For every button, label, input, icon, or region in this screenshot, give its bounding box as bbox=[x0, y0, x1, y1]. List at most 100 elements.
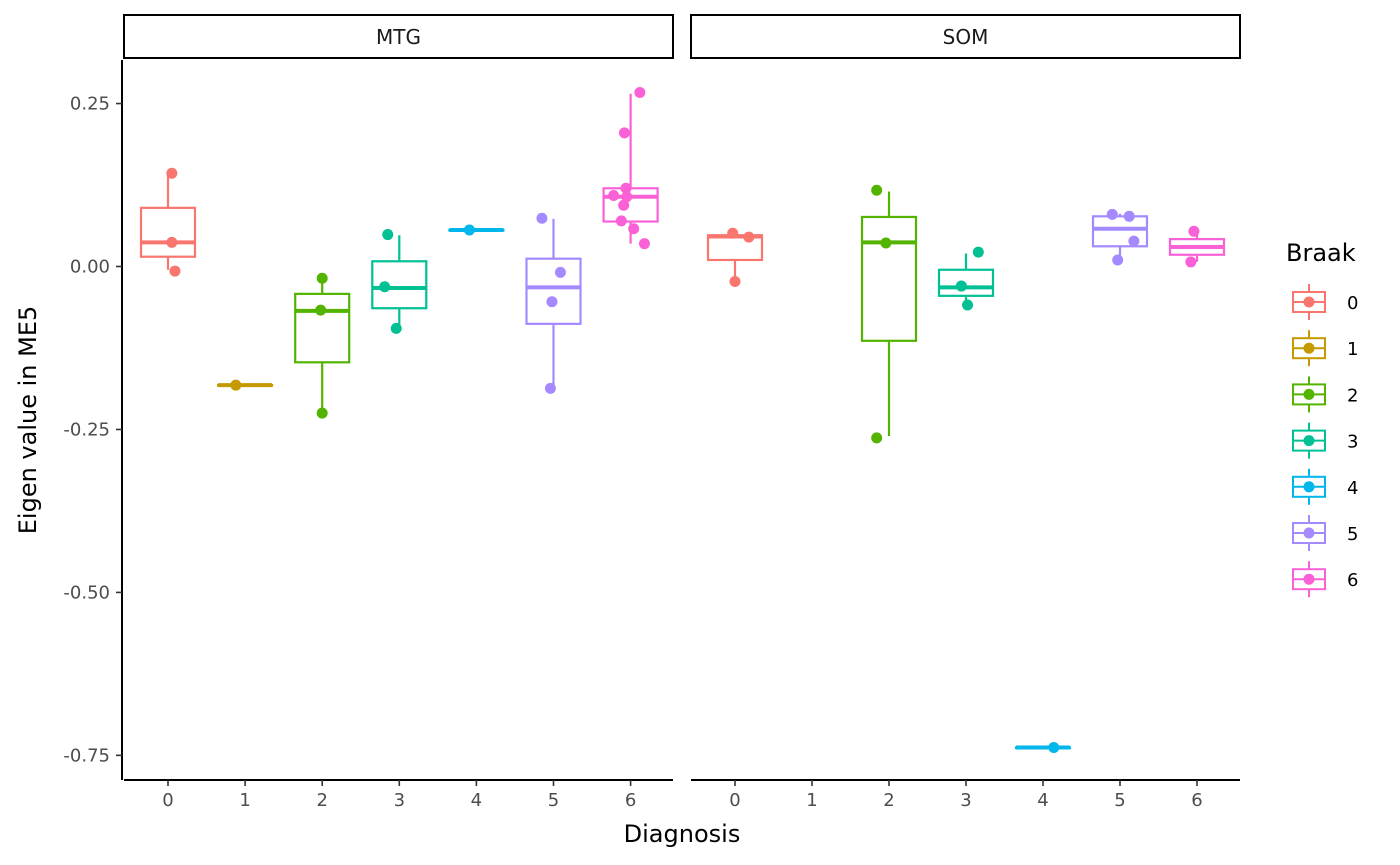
x-tick-label: 1 bbox=[239, 790, 250, 811]
x-tick-label: 0 bbox=[729, 790, 740, 811]
legend-entry-0: 0 bbox=[1292, 284, 1358, 320]
box-som-4 bbox=[1014, 745, 1072, 750]
data-point-som-0 bbox=[743, 231, 755, 243]
legend: 0 1 2 3 4 5 6 bbox=[1292, 284, 1358, 598]
legend-entry-6: 6 bbox=[1292, 561, 1358, 598]
data-point-som-3 bbox=[962, 299, 974, 311]
legend-label: 4 bbox=[1347, 478, 1358, 499]
data-point-mtg-2 bbox=[316, 407, 328, 419]
panel-mtg bbox=[139, 86, 659, 419]
box-mtg-0 bbox=[139, 175, 197, 270]
legend-entry-1: 1 bbox=[1292, 330, 1358, 367]
data-point-som-6 bbox=[1188, 225, 1200, 237]
data-point-som-2 bbox=[871, 432, 883, 444]
box-body bbox=[937, 268, 995, 297]
x-tick-label: 1 bbox=[806, 790, 817, 811]
data-point-mtg-5 bbox=[544, 382, 556, 394]
x-axis-title: Diagnosis bbox=[624, 820, 741, 848]
legend-label: 5 bbox=[1347, 524, 1358, 545]
legend-entry-5: 5 bbox=[1292, 515, 1358, 551]
x-tick-label: 2 bbox=[316, 790, 327, 811]
x-tick-label: 6 bbox=[1191, 790, 1202, 811]
data-point-mtg-5 bbox=[546, 296, 558, 308]
legend-label: 6 bbox=[1347, 570, 1358, 591]
axis-layer: 0 1 2 3 4 5 6 0 1 2 3 4 5 6 0.25 0.00 -0.25 -0.50 -0.75 bbox=[63, 60, 1240, 811]
data-point-mtg-6 bbox=[615, 215, 627, 227]
legend-title: Braak bbox=[1286, 239, 1356, 267]
data-point-som-0 bbox=[729, 275, 741, 287]
data-point-som-0 bbox=[727, 227, 739, 239]
data-point-mtg-6 bbox=[621, 191, 633, 203]
legend-key-point bbox=[1303, 342, 1315, 354]
facet-strip-som-label: SOM bbox=[943, 25, 989, 49]
data-point-mtg-4 bbox=[463, 224, 475, 236]
data-point-mtg-3 bbox=[382, 229, 394, 241]
y-tick-label: -0.50 bbox=[63, 582, 110, 603]
legend-key-point bbox=[1303, 296, 1315, 308]
data-point-mtg-5 bbox=[554, 266, 566, 278]
data-point-som-5 bbox=[1112, 254, 1124, 266]
data-point-som-3 bbox=[955, 280, 967, 292]
legend-key-point bbox=[1303, 573, 1315, 585]
data-point-som-5 bbox=[1106, 208, 1118, 220]
legend-key-point bbox=[1303, 527, 1315, 539]
x-tick-label: 3 bbox=[960, 790, 971, 811]
data-point-mtg-6 bbox=[608, 189, 620, 201]
x-tick-label: 5 bbox=[548, 790, 559, 811]
x-tick-label: 3 bbox=[394, 790, 405, 811]
box-body bbox=[525, 257, 582, 325]
box-mtg-4 bbox=[448, 227, 505, 232]
data-point-mtg-6 bbox=[618, 127, 630, 139]
legend-entry-4: 4 bbox=[1292, 468, 1358, 505]
facet-strip-som bbox=[690, 14, 1241, 59]
legend-label: 1 bbox=[1347, 339, 1358, 360]
y-tick-label: -0.75 bbox=[63, 745, 110, 766]
legend-label: 2 bbox=[1347, 385, 1358, 406]
data-point-som-3 bbox=[972, 246, 984, 258]
data-point-mtg-3 bbox=[379, 281, 391, 293]
x-tick-label: 4 bbox=[471, 790, 482, 811]
data-point-som-2 bbox=[880, 237, 892, 249]
data-point-som-2 bbox=[871, 184, 883, 196]
facet-strip-mtg-label: MTG bbox=[376, 25, 421, 49]
x-tick-label: 0 bbox=[162, 790, 173, 811]
legend-label: 0 bbox=[1347, 293, 1358, 314]
y-axis-title: Eigen value in ME5 bbox=[14, 306, 42, 535]
legend-entry-3: 3 bbox=[1292, 422, 1358, 459]
box-mtg-5 bbox=[525, 218, 582, 388]
data-point-mtg-6 bbox=[638, 238, 650, 250]
box-body bbox=[139, 206, 197, 258]
y-tick-label: 0.00 bbox=[70, 257, 110, 278]
box-mtg-1 bbox=[217, 383, 274, 388]
data-point-mtg-6 bbox=[628, 223, 640, 235]
data-point-mtg-3 bbox=[390, 322, 402, 334]
legend-label: 3 bbox=[1347, 432, 1358, 453]
data-point-som-5 bbox=[1128, 235, 1140, 247]
data-point-mtg-6 bbox=[618, 199, 630, 211]
data-point-mtg-2 bbox=[315, 304, 327, 316]
x-tick-label: 6 bbox=[625, 790, 636, 811]
facet-strip-mtg bbox=[123, 14, 674, 59]
panel-layer bbox=[139, 86, 1226, 754]
panel-som bbox=[706, 184, 1226, 754]
legend-key-point bbox=[1303, 481, 1315, 493]
data-point-mtg-0 bbox=[169, 265, 181, 277]
data-point-som-6 bbox=[1185, 256, 1197, 268]
data-point-mtg-1 bbox=[230, 379, 242, 391]
y-tick-label: -0.25 bbox=[63, 419, 110, 440]
box-body bbox=[860, 215, 918, 342]
x-tick-label: 5 bbox=[1114, 790, 1125, 811]
y-tick-label: 0.25 bbox=[70, 94, 110, 115]
data-point-mtg-0 bbox=[166, 236, 178, 248]
box-body bbox=[294, 292, 351, 364]
legend-entry-2: 2 bbox=[1292, 376, 1358, 413]
data-point-som-5 bbox=[1123, 210, 1135, 222]
data-point-som-4 bbox=[1048, 742, 1060, 754]
data-point-mtg-6 bbox=[634, 86, 646, 98]
data-point-mtg-6 bbox=[620, 182, 632, 194]
data-point-mtg-5 bbox=[536, 212, 548, 224]
legend-key-point bbox=[1303, 435, 1315, 447]
box-som-2 bbox=[860, 191, 918, 436]
